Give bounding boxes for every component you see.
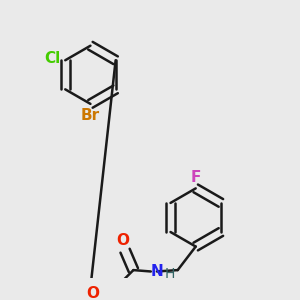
Text: H: H bbox=[165, 267, 175, 281]
Text: O: O bbox=[116, 233, 129, 248]
Text: F: F bbox=[190, 170, 201, 185]
Text: Br: Br bbox=[81, 108, 100, 123]
Text: Cl: Cl bbox=[44, 50, 60, 65]
Text: O: O bbox=[87, 286, 100, 300]
Text: N: N bbox=[151, 264, 163, 279]
